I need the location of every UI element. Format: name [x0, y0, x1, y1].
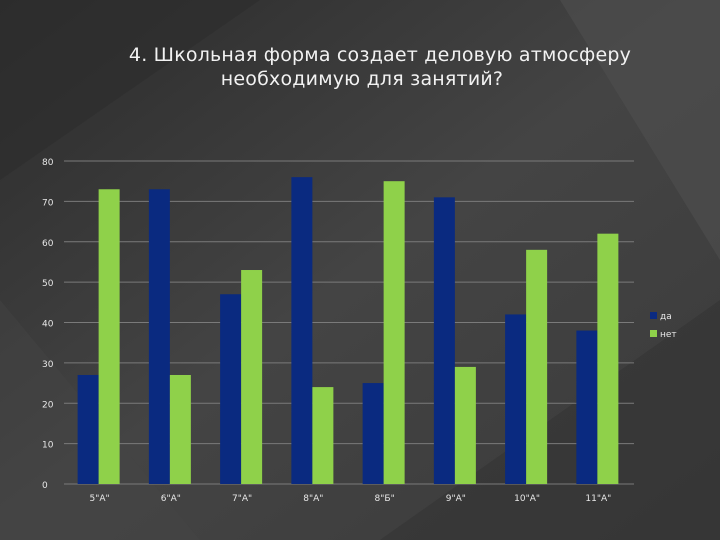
legend-label-net: нет: [660, 330, 677, 340]
bar-da: [148, 189, 170, 484]
bar-net: [454, 366, 476, 484]
legend-label-da: да: [660, 312, 672, 322]
y-tick-label: 20: [42, 400, 54, 410]
y-axis-ticks: 0 10 20 30 40 50 60 70 80: [42, 158, 54, 491]
y-tick-label: 70: [42, 198, 54, 208]
x-tick-label: 6"А": [161, 494, 181, 504]
x-tick-label: 8"Б": [375, 494, 395, 504]
bar-da: [220, 294, 242, 484]
bar-net: [98, 189, 120, 484]
bar-net: [526, 249, 548, 484]
bar-net: [312, 387, 334, 484]
x-tick-label: 9"А": [446, 494, 466, 504]
slide-title-line-1: 4. Школьная форма создает деловую атмосф…: [128, 44, 632, 66]
bar-net: [169, 374, 191, 484]
bar-net: [383, 181, 405, 484]
bars: [77, 177, 619, 484]
bar-da: [505, 314, 527, 484]
y-tick-label: 0: [42, 481, 48, 491]
y-tick-label: 10: [42, 441, 54, 451]
bar-net: [241, 270, 263, 484]
bar-net: [597, 233, 619, 484]
bar-da: [362, 383, 384, 484]
legend-swatch-da: [650, 312, 657, 319]
y-tick-label: 30: [42, 360, 54, 370]
slide-title-line-2: необходимую для занятий?: [220, 68, 504, 90]
legend: да нет: [650, 312, 677, 340]
y-tick-label: 40: [42, 320, 54, 330]
x-tick-label: 8"А": [303, 494, 323, 504]
x-axis-ticks: 5"А" 6"А" 7"А" 8"А" 8"Б" 9"А" 10"А" 11"А": [90, 494, 612, 504]
x-tick-label: 11"А": [585, 494, 611, 504]
x-tick-label: 7"А": [232, 494, 252, 504]
y-tick-label: 60: [42, 239, 54, 249]
y-tick-label: 50: [42, 279, 54, 289]
x-tick-label: 10"А": [514, 494, 540, 504]
bar-da: [77, 374, 99, 484]
bar-da: [291, 177, 313, 484]
bar-da: [576, 330, 598, 484]
legend-swatch-net: [650, 330, 657, 337]
bar-da: [433, 197, 455, 484]
y-tick-label: 80: [42, 158, 54, 168]
x-tick-label: 5"А": [90, 494, 110, 504]
